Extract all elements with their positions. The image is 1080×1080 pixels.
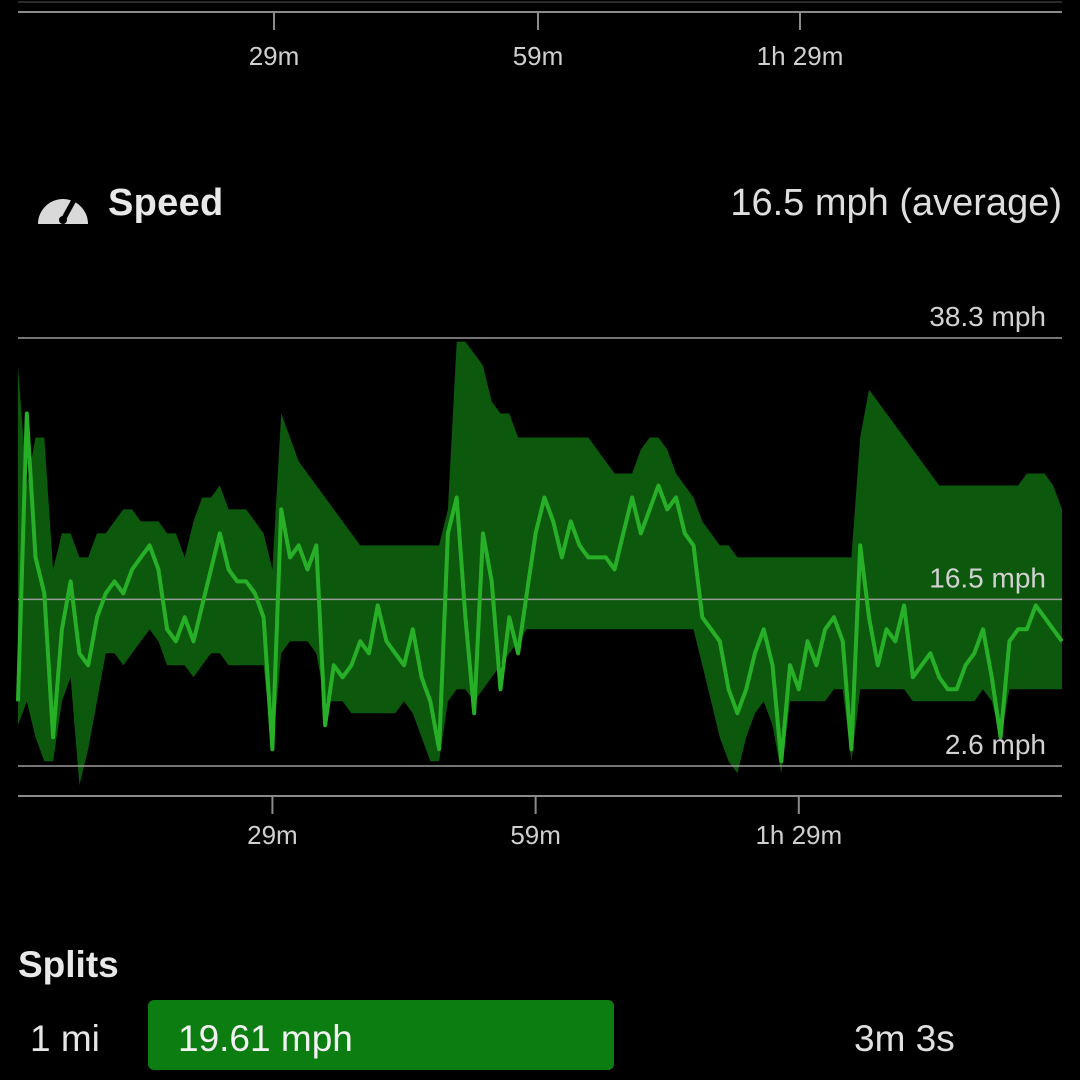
- top-chart-tick-label: 59m: [513, 41, 564, 71]
- speed-chart-x-tick-label: 29m: [247, 820, 298, 850]
- speed-section-header: Speed 16.5 mph (average): [36, 178, 1062, 234]
- split-distance: 1 mi: [30, 1018, 100, 1059]
- top-chart-tick-label: 1h 29m: [757, 41, 844, 71]
- split-row[interactable]: 1 mi 19.61 mph 3m 3s: [0, 1000, 1080, 1072]
- splits-title: Splits: [18, 944, 119, 985]
- speed-chart-x-tick-label: 1h 29m: [755, 820, 842, 850]
- split-speed-bar: 19.61 mph: [148, 1000, 614, 1070]
- split-speed: 19.61 mph: [178, 1018, 353, 1059]
- speed-range-band: [18, 341, 1062, 786]
- speed-title: Speed: [108, 182, 224, 224]
- speed-average: 16.5 mph (average): [730, 182, 1062, 224]
- top-chart-tick-label: 29m: [249, 41, 300, 71]
- speed-line: [16, 411, 1064, 764]
- top-chart-x-axis: 29m 59m 1h 29m: [18, 1, 1062, 71]
- reference-line-label: 16.5 mph: [929, 562, 1046, 593]
- split-time: 3m 3s: [854, 1018, 955, 1059]
- speed-chart-x-tick-label: 59m: [510, 820, 561, 850]
- reference-line-label: 38.3 mph: [929, 301, 1046, 332]
- reference-line-label: 2.6 mph: [945, 729, 1046, 760]
- speed-chart: 38.3 mph 16.5 mph 2.6 mph 29m 59m 1h 29m: [16, 301, 1064, 850]
- speedometer-icon: [38, 197, 88, 224]
